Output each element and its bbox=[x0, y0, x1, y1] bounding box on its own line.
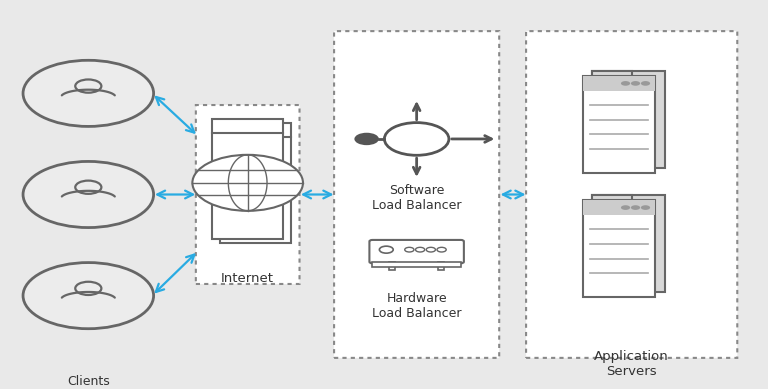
Circle shape bbox=[405, 247, 414, 252]
Circle shape bbox=[23, 161, 154, 228]
FancyBboxPatch shape bbox=[582, 200, 656, 297]
FancyBboxPatch shape bbox=[334, 31, 499, 358]
FancyBboxPatch shape bbox=[372, 262, 461, 267]
Circle shape bbox=[426, 247, 435, 252]
FancyBboxPatch shape bbox=[220, 123, 291, 243]
FancyBboxPatch shape bbox=[591, 71, 665, 168]
FancyBboxPatch shape bbox=[591, 71, 632, 82]
Circle shape bbox=[415, 247, 425, 252]
Circle shape bbox=[631, 205, 640, 210]
Circle shape bbox=[437, 247, 446, 252]
FancyBboxPatch shape bbox=[439, 262, 445, 270]
FancyBboxPatch shape bbox=[591, 195, 632, 207]
Circle shape bbox=[192, 155, 303, 211]
FancyBboxPatch shape bbox=[212, 119, 283, 239]
FancyBboxPatch shape bbox=[196, 105, 300, 284]
FancyBboxPatch shape bbox=[582, 75, 656, 173]
FancyBboxPatch shape bbox=[582, 200, 656, 216]
FancyBboxPatch shape bbox=[369, 240, 464, 263]
Circle shape bbox=[379, 246, 393, 253]
Circle shape bbox=[75, 282, 101, 295]
Circle shape bbox=[75, 180, 101, 194]
Text: Software
Load Balancer: Software Load Balancer bbox=[372, 184, 462, 212]
FancyBboxPatch shape bbox=[526, 31, 737, 358]
Circle shape bbox=[621, 205, 630, 210]
Text: Hardware
Load Balancer: Hardware Load Balancer bbox=[372, 292, 462, 320]
Circle shape bbox=[641, 205, 650, 210]
Text: Internet: Internet bbox=[221, 272, 274, 285]
Text: Clients
(End Users): Clients (End Users) bbox=[52, 375, 124, 389]
Circle shape bbox=[354, 133, 379, 145]
FancyBboxPatch shape bbox=[582, 75, 656, 91]
Circle shape bbox=[621, 81, 630, 86]
Circle shape bbox=[384, 123, 449, 155]
FancyBboxPatch shape bbox=[591, 195, 665, 293]
Circle shape bbox=[23, 60, 154, 126]
Circle shape bbox=[75, 79, 101, 93]
Circle shape bbox=[631, 81, 640, 86]
Text: Application
Servers: Application Servers bbox=[594, 350, 669, 378]
Circle shape bbox=[641, 81, 650, 86]
FancyBboxPatch shape bbox=[389, 262, 395, 270]
Circle shape bbox=[23, 263, 154, 329]
